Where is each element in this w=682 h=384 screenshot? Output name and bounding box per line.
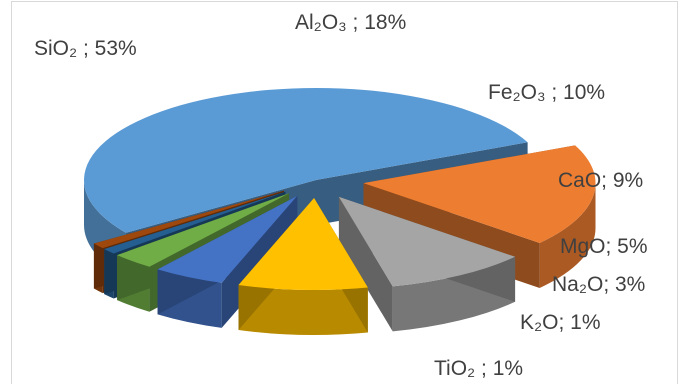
label-sio2: SiO₂ ; 53%: [34, 37, 137, 60]
label-al2o3: Al₂O₃ ; 18%: [295, 11, 407, 34]
slice-top: [84, 88, 528, 233]
pie-slice-cao: [238, 197, 368, 335]
slice-wall: [238, 284, 368, 335]
chart-border: [11, 1, 678, 384]
slice-top: [104, 191, 286, 254]
slice-top: [238, 197, 368, 290]
label-na2o: Na₂O; 3%: [552, 273, 646, 296]
label-cao: CaO; 9%: [558, 169, 644, 192]
slice-wall: [539, 183, 596, 288]
label-tio2: TiO₂ ; 1%: [434, 357, 524, 380]
label-fe2o3: Fe₂O₃ ; 10%: [488, 81, 606, 104]
slice-top: [117, 193, 290, 267]
slice-top: [157, 195, 298, 283]
slice-top: [338, 196, 516, 287]
slice-top: [93, 190, 284, 249]
label-mgo: MgO; 5%: [560, 235, 648, 258]
pie-slice-feo: [338, 196, 516, 332]
slice-edge: [338, 196, 393, 332]
slice-top: [363, 145, 596, 243]
label-k2o: K₂O; 1%: [520, 311, 601, 334]
